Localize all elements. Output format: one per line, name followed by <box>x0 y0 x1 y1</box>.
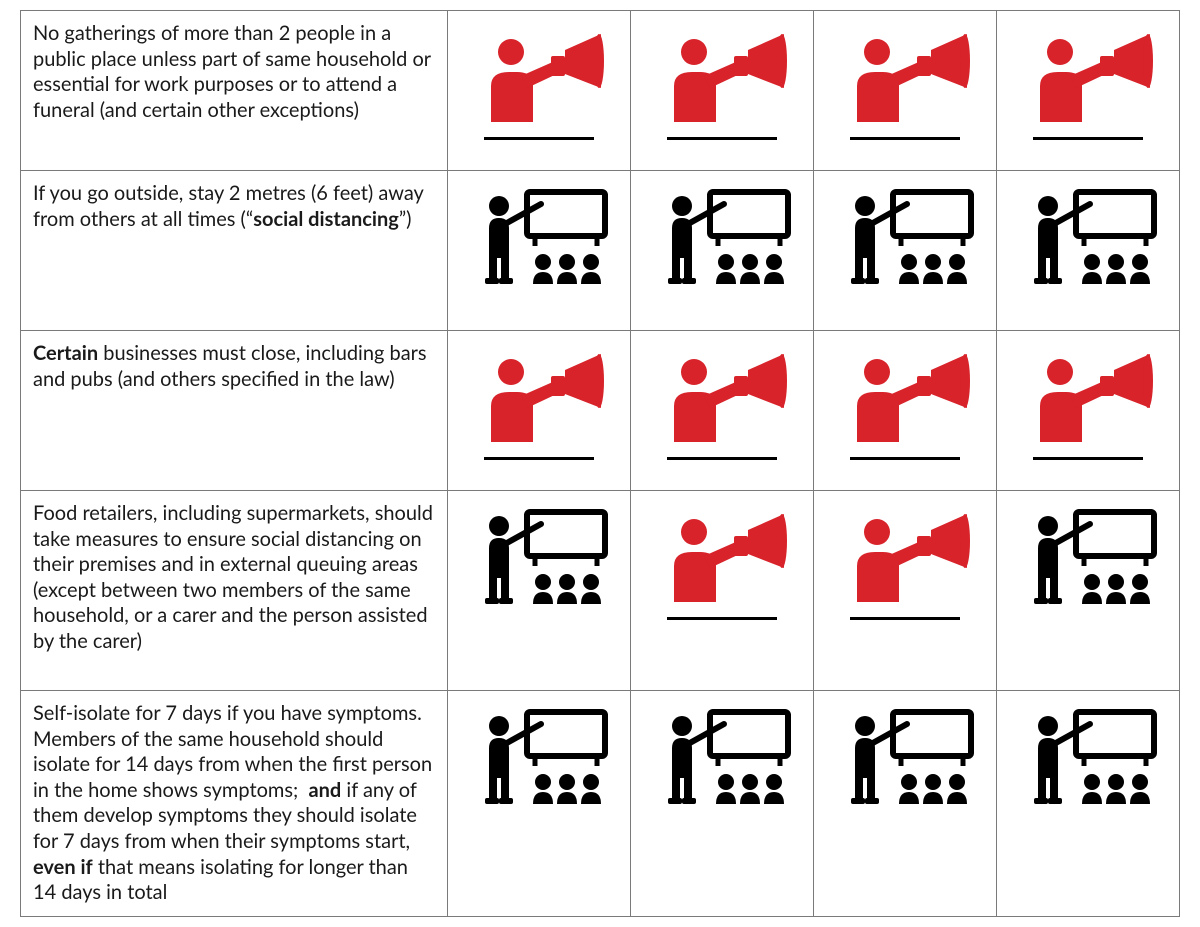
table-row: Certain businesses must close, including… <box>21 331 1180 491</box>
classroom-icon <box>469 701 609 811</box>
classroom-icon <box>652 181 792 291</box>
icon-cell <box>631 491 814 691</box>
table-row: No gatherings of more than 2 people in a… <box>21 11 1180 171</box>
icon-cell <box>997 491 1180 691</box>
icon-cell <box>814 11 997 171</box>
table-row: Food retailers, including supermarkets, … <box>21 491 1180 691</box>
classroom-icon <box>1018 181 1158 291</box>
icon-cell <box>631 691 814 917</box>
icon-cell <box>448 691 631 917</box>
megaphone-icon <box>469 21 609 140</box>
table-row: If you go outside, stay 2 metres (6 feet… <box>21 171 1180 331</box>
classroom-icon <box>1018 701 1158 811</box>
megaphone-icon <box>652 501 792 620</box>
megaphone-icon <box>835 501 975 620</box>
rule-description: Certain businesses must close, including… <box>21 331 448 491</box>
icon-cell <box>631 171 814 331</box>
megaphone-icon <box>469 341 609 460</box>
megaphone-icon <box>1018 341 1158 460</box>
classroom-icon <box>835 181 975 291</box>
rule-description: Food retailers, including supermarkets, … <box>21 491 448 691</box>
icon-cell <box>997 691 1180 917</box>
megaphone-icon <box>652 341 792 460</box>
icon-cell <box>997 11 1180 171</box>
icon-cell <box>814 491 997 691</box>
icon-cell <box>997 331 1180 491</box>
rule-description: No gatherings of more than 2 people in a… <box>21 11 448 171</box>
icon-cell <box>448 491 631 691</box>
classroom-icon <box>1018 501 1158 611</box>
icon-cell <box>448 171 631 331</box>
icon-cell <box>814 171 997 331</box>
icon-cell <box>814 331 997 491</box>
icon-cell <box>448 331 631 491</box>
rule-description: Self-isolate for 7 days if you have symp… <box>21 691 448 917</box>
megaphone-icon <box>1018 21 1158 140</box>
megaphone-icon <box>835 341 975 460</box>
classroom-icon <box>469 501 609 611</box>
megaphone-icon <box>652 21 792 140</box>
megaphone-icon <box>835 21 975 140</box>
icon-cell <box>631 11 814 171</box>
rule-description: If you go outside, stay 2 metres (6 feet… <box>21 171 448 331</box>
icon-cell <box>814 691 997 917</box>
classroom-icon <box>835 701 975 811</box>
classroom-icon <box>469 181 609 291</box>
icon-cell <box>631 331 814 491</box>
icon-cell <box>997 171 1180 331</box>
icon-cell <box>448 11 631 171</box>
table-row: Self-isolate for 7 days if you have symp… <box>21 691 1180 917</box>
classroom-icon <box>652 701 792 811</box>
guidance-table: No gatherings of more than 2 people in a… <box>20 10 1180 917</box>
